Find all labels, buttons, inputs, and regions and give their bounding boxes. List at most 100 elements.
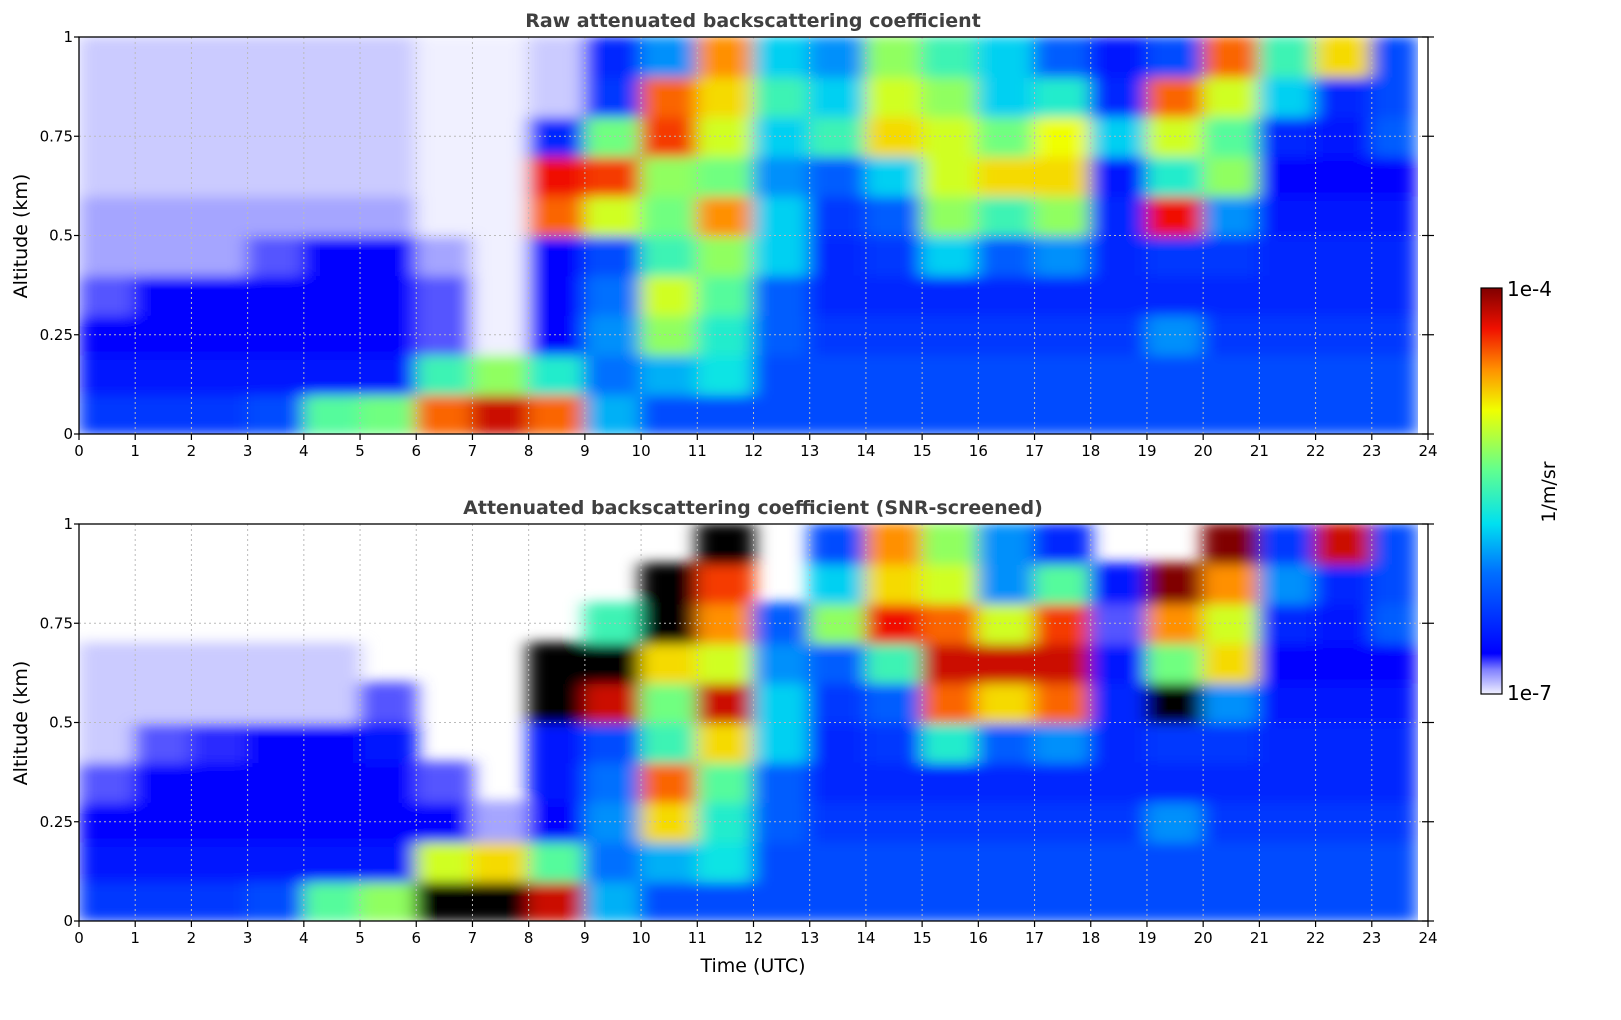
heatmap-cell (246, 681, 305, 724)
heatmap-cell (415, 274, 474, 316)
heatmap-cell (583, 37, 643, 78)
heatmap-cell (864, 761, 924, 803)
heatmap-cell (696, 274, 755, 316)
x-tick-label: 21 (1250, 442, 1269, 460)
heatmap-cell (808, 155, 867, 197)
x-tick-label: 15 (913, 929, 932, 947)
bottom-panel-plot: 0 1 2 3 4 5 6 7 8 9 10 11 12 13 14 15 16 17 18 19 20 21 22 23 24… (40, 515, 1438, 947)
heatmap-cell (583, 681, 643, 724)
heatmap-cell (1314, 880, 1373, 921)
heatmap-cell (1089, 75, 1148, 118)
heatmap-cell (921, 761, 980, 803)
heatmap-cell (1370, 274, 1418, 316)
heatmap-cell (134, 642, 193, 684)
heatmap-cell (302, 37, 362, 78)
heatmap-cell (1370, 194, 1418, 237)
heatmap-cell (246, 155, 305, 197)
heatmap-cell (1089, 37, 1148, 78)
x-tick-label: 24 (1418, 442, 1437, 460)
heatmap-cell (583, 642, 643, 684)
heatmap-cell (583, 602, 643, 645)
heatmap-cell (1089, 274, 1148, 316)
heatmap-cell (302, 761, 362, 803)
heatmap-cell (79, 800, 137, 843)
heatmap-cell (1145, 274, 1205, 316)
top-panel-title: Raw attenuated backscattering coefficien… (525, 10, 981, 32)
y-tick-label: 1 (63, 28, 73, 46)
heatmap-cell (696, 155, 755, 197)
x-tick-label: 23 (1362, 929, 1381, 947)
heatmap-cell (1258, 155, 1317, 197)
heatmap-cell (359, 234, 418, 277)
x-tick-label: 20 (1194, 442, 1213, 460)
heatmap-cell (79, 194, 137, 237)
heatmap-cell (1258, 75, 1317, 118)
heatmap-cell (640, 353, 699, 396)
heatmap-cell (921, 353, 980, 396)
heatmap-cell (977, 721, 1036, 764)
heatmap-cell (415, 37, 474, 78)
heatmap-cell (1202, 393, 1261, 434)
heatmap-cell (527, 115, 586, 158)
heatmap-cell (921, 234, 980, 277)
heatmap-cell (1033, 761, 1092, 803)
heatmap-cell (696, 194, 755, 237)
heatmap-cell (1202, 721, 1261, 764)
heatmap-cell (1314, 274, 1373, 316)
heatmap-cell (864, 880, 924, 921)
heatmap-cell (302, 681, 362, 724)
heatmap-cell (246, 37, 305, 78)
heatmap-cell (583, 721, 643, 764)
x-tick-label: 7 (468, 442, 478, 460)
heatmap-cell (864, 840, 924, 883)
x-tick-label: 9 (580, 929, 590, 947)
heatmap-cell (471, 194, 530, 237)
heatmap-cell (134, 681, 193, 724)
heatmap-cell (752, 75, 811, 118)
heatmap-cell (696, 524, 755, 565)
heatmap-cell (527, 642, 586, 684)
top-panel-plot: 0 1 2 3 4 5 6 7 8 9 10 11 12 13 14 15 16 17 18 19 20 21 22 23 24… (40, 28, 1438, 460)
heatmap-cell (1370, 761, 1418, 803)
x-tick-label: 13 (800, 442, 819, 460)
heatmap-cell (471, 880, 530, 921)
heatmap-cell (583, 393, 643, 434)
heatmap-cell (302, 840, 362, 883)
heatmap-cell (808, 800, 867, 843)
x-tick-label: 10 (632, 442, 651, 460)
heatmap-cell (527, 234, 586, 277)
heatmap-cell (583, 194, 643, 237)
heatmap-cell (246, 194, 305, 237)
heatmap-cell (1258, 194, 1317, 237)
heatmap-cell (977, 353, 1036, 396)
heatmap-cell (359, 721, 418, 764)
heatmap-cell (1089, 840, 1148, 883)
heatmap-cell (752, 602, 811, 645)
heatmap-cell (359, 37, 418, 78)
heatmap-cell (1202, 562, 1261, 605)
heatmap-cell (752, 194, 811, 237)
heatmap-cell (1089, 393, 1148, 434)
heatmap-cell (808, 234, 867, 277)
heatmap-cell (246, 761, 305, 803)
y-tick-label: 0 (63, 912, 73, 930)
heatmap-cell (752, 234, 811, 277)
heatmap-cell (1258, 880, 1317, 921)
heatmap-cell (921, 840, 980, 883)
heatmap-cell (583, 234, 643, 277)
heatmap-cell (640, 840, 699, 883)
heatmap-cell (190, 234, 249, 277)
heatmap-cell (359, 115, 418, 158)
heatmap-cell (1314, 681, 1373, 724)
heatmap-cell (1202, 840, 1261, 883)
heatmap-cell (640, 880, 699, 921)
heatmap-cell (1145, 194, 1205, 237)
x-tick-label: 3 (243, 929, 253, 947)
heatmap-cell (415, 761, 474, 803)
heatmap-cell (1370, 562, 1418, 605)
heatmap-cell (977, 840, 1036, 883)
heatmap-cell (302, 234, 362, 277)
heatmap-cell (415, 75, 474, 118)
heatmap-cell (808, 115, 867, 158)
x-tick-label: 19 (1137, 442, 1156, 460)
